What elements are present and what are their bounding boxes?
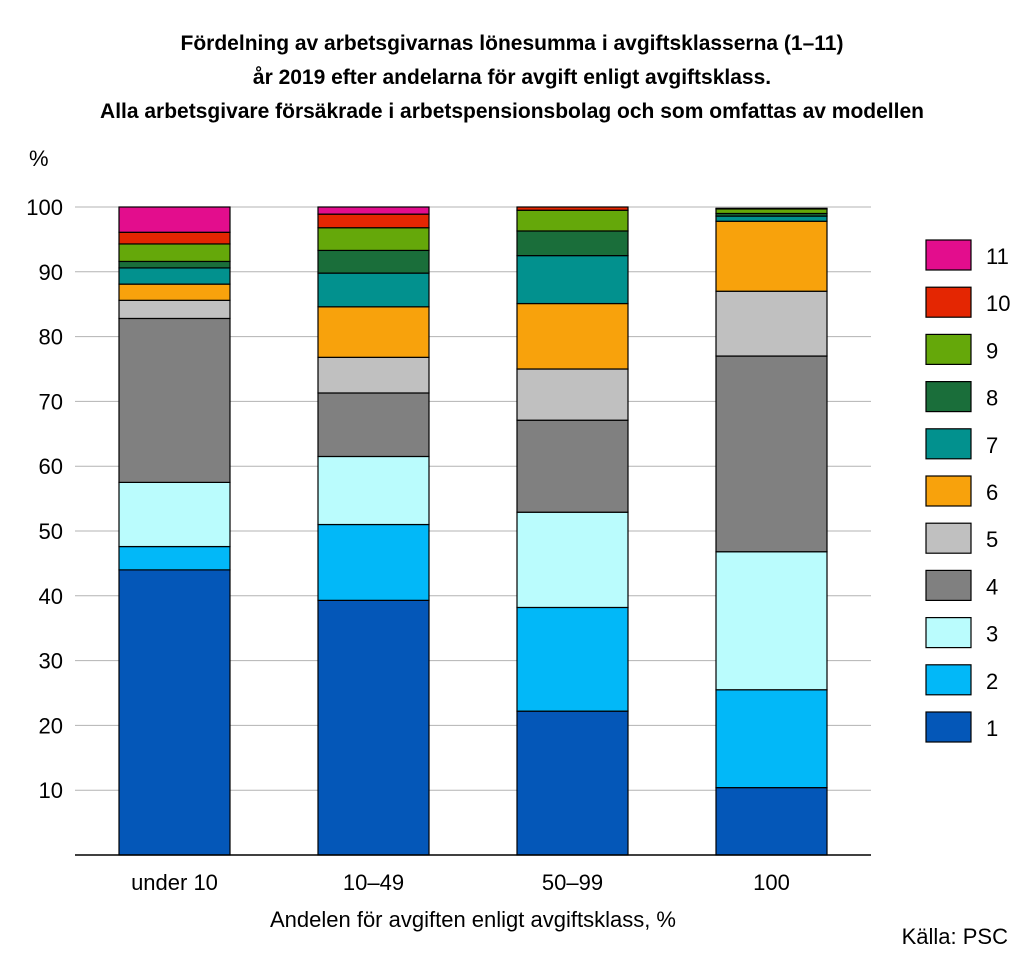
- y-tick-label: 90: [39, 260, 63, 285]
- bar-segment: [317, 227, 430, 252]
- x-tick-label: 50–99: [542, 870, 603, 895]
- axes: 10 20 30 40 50 60 70 80 90 100% under 10 10–49 50–99…: [26, 146, 871, 932]
- bar-segment: [317, 455, 430, 526]
- bar-segment: [516, 368, 629, 421]
- y-tick-label: 10: [39, 778, 63, 803]
- bar-segment: [516, 511, 629, 609]
- bar-segment: [118, 243, 231, 263]
- legend-label: 8: [986, 386, 998, 411]
- legend-label: 6: [986, 480, 998, 505]
- x-axis-label: Andelen för avgiften enligt avgiftsklass…: [270, 907, 676, 932]
- legend-swatch: [925, 475, 972, 507]
- legend-label: 9: [986, 338, 998, 363]
- bar-segment: [516, 255, 629, 305]
- bar-segment: [118, 267, 231, 285]
- bar-segment: [317, 206, 430, 215]
- bar-segment: [317, 392, 430, 458]
- legend-swatch: [925, 664, 972, 696]
- legend-swatch: [925, 522, 972, 554]
- chart-title-line-2: år 2019 efter andelarna för avgift enlig…: [252, 66, 772, 89]
- bar-segment: [118, 283, 231, 301]
- legend-label: 5: [986, 527, 998, 552]
- bar-segment: [317, 523, 430, 601]
- legend-label: 2: [986, 669, 998, 694]
- legend-swatch: [925, 381, 972, 413]
- bar-segment: [118, 317, 231, 483]
- chart-title-line-1: Fördelning av arbetsgivarnas lönesumma i…: [180, 32, 844, 55]
- y-axis-label: %: [29, 146, 49, 171]
- bar-segment: [118, 569, 231, 856]
- legend-label: 1: [986, 716, 998, 741]
- bar-segment: [516, 419, 629, 513]
- legend-swatch: [925, 333, 972, 365]
- bar-segment: [715, 220, 828, 292]
- legend-swatch: [925, 428, 972, 460]
- bar-segment: [715, 208, 828, 215]
- bar-segment: [317, 356, 430, 394]
- bar-segment: [516, 606, 629, 712]
- y-tick-label: 80: [39, 325, 63, 350]
- bar-segment: [715, 787, 828, 856]
- bar-segment: [317, 249, 430, 274]
- bar-segment: [118, 481, 231, 548]
- bar-segment: [715, 290, 828, 357]
- legend-label: 11: [986, 244, 1009, 269]
- x-tick-label: under 10: [131, 870, 218, 895]
- bars: [118, 206, 828, 856]
- bar-segment: [715, 551, 828, 691]
- bar-segment: [317, 272, 430, 308]
- bar-segment: [317, 306, 430, 358]
- legend-label: 10: [986, 291, 1010, 316]
- legend-swatch: [925, 569, 972, 602]
- y-tick-label: 50: [39, 519, 63, 544]
- bar-segment: [516, 209, 629, 232]
- bar-segment: [516, 230, 629, 257]
- bar-segment: [715, 215, 828, 222]
- bar-segment: [317, 213, 430, 229]
- legend-swatch: [925, 711, 972, 743]
- y-tick-label: 40: [39, 584, 63, 609]
- bar-segment: [516, 710, 629, 856]
- y-tick-label: 30: [39, 649, 63, 674]
- source-note: Källa: PSC: [901, 924, 1008, 949]
- x-tick-label: 10–49: [343, 870, 404, 895]
- chart-title-line-3: Alla arbetsgivare försäkrade i arbetspen…: [100, 100, 924, 123]
- bar-segment: [118, 231, 231, 245]
- bar-segment: [516, 302, 629, 370]
- y-tick-label: 100: [26, 195, 63, 220]
- legend-label: 7: [986, 433, 998, 458]
- bar-segment: [715, 689, 828, 789]
- bar-segment: [118, 299, 231, 320]
- y-tick-label: 60: [39, 454, 63, 479]
- y-tick-label: 70: [39, 389, 63, 414]
- bar-segment: [715, 355, 828, 553]
- bar-segment: [715, 207, 828, 210]
- legend-label: 4: [986, 574, 998, 599]
- bar-segment: [317, 599, 430, 856]
- legend-swatch: [925, 616, 972, 649]
- bar-segment: [118, 260, 231, 269]
- x-tick-label: 100: [753, 870, 790, 895]
- bar-segment: [516, 206, 629, 211]
- legend: 11 10 9 8 7 6 5 4 3 2 1: [925, 239, 1010, 743]
- legend-swatch: [925, 239, 972, 271]
- y-tick-label: 20: [39, 713, 63, 738]
- legend-label: 3: [986, 622, 998, 647]
- bar-segment: [118, 206, 231, 233]
- bar-segment: [118, 545, 231, 571]
- legend-swatch: [925, 286, 972, 318]
